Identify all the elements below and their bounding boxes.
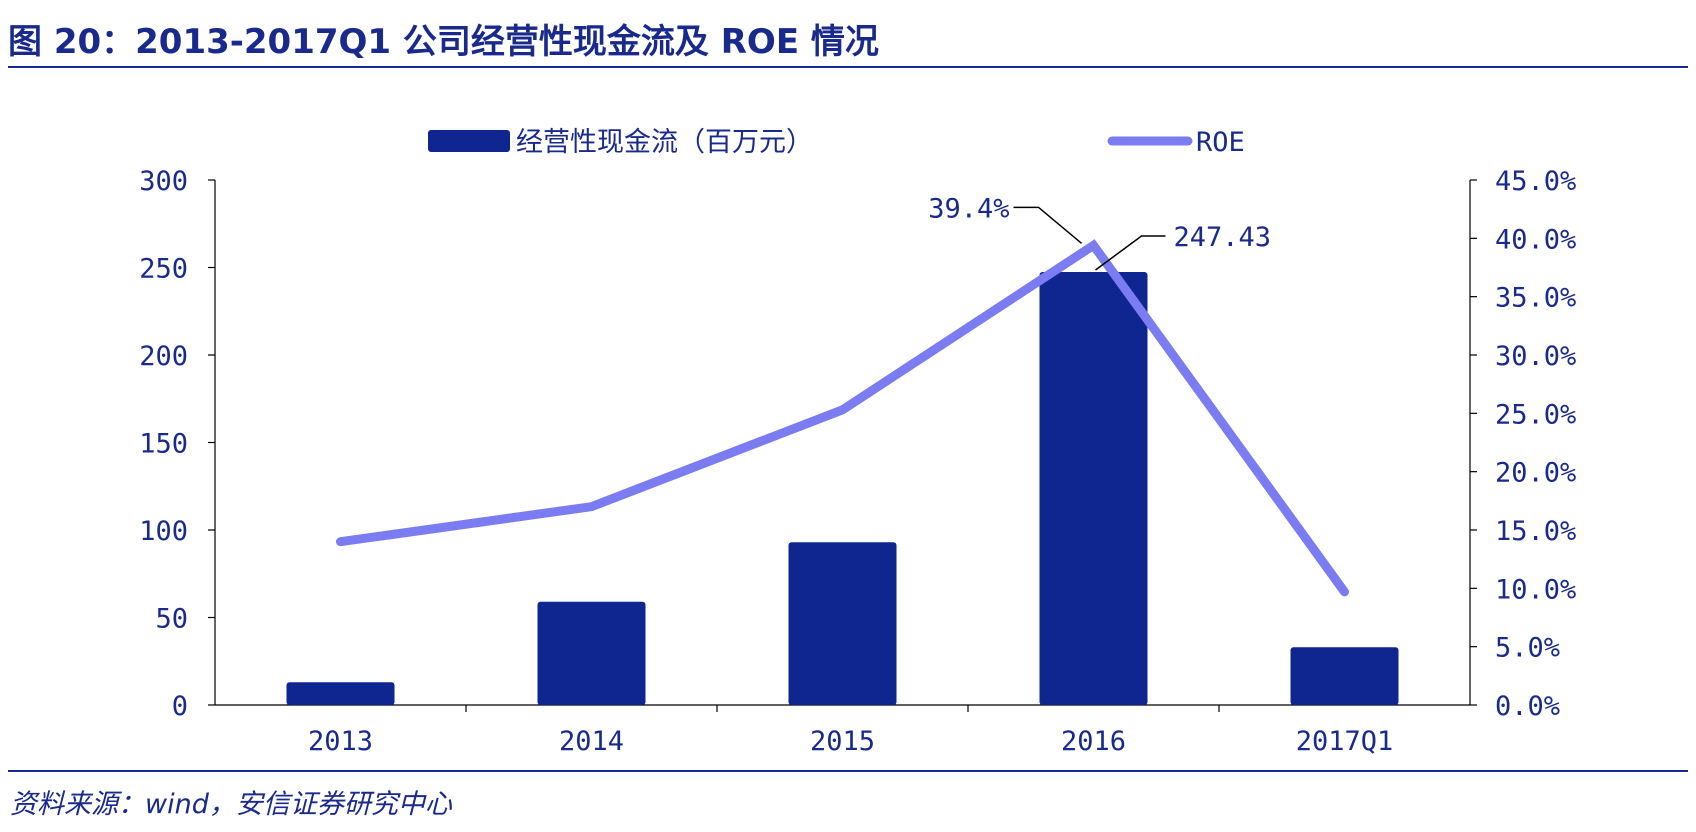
right-tick-label: 25.0% (1495, 399, 1576, 430)
roe-data-label: 39.4% (928, 193, 1009, 224)
x-tick-label: 2017Q1 (1296, 726, 1394, 757)
right-tick-label: 35.0% (1495, 283, 1576, 314)
roe-callout-leader (1013, 206, 1082, 244)
figure-title: 图 20：2013-2017Q1 公司经营性现金流及 ROE 情况 (8, 22, 879, 62)
right-tick-label: 0.0% (1495, 691, 1560, 722)
right-tick-label: 40.0% (1495, 224, 1576, 255)
left-tick-label: 250 (139, 254, 188, 285)
x-tick-label: 2014 (559, 726, 624, 757)
right-tick-label: 5.0% (1495, 633, 1560, 664)
bar (286, 682, 395, 705)
left-tick-label: 100 (139, 516, 188, 547)
right-axis: 0.0% 5.0% 10.0% 15.0% 20.0% 25.0% 30.0% 35.0% 40… (1469, 166, 1576, 722)
right-tick-label: 10.0% (1495, 574, 1576, 605)
left-tick-label: 300 (139, 166, 188, 197)
bar-series (286, 271, 1399, 705)
roe-line (336, 239, 1349, 597)
x-tick-label: 2015 (810, 726, 875, 757)
x-tick-label: 2013 (308, 726, 373, 757)
x-axis: 2013 2014 2015 2016 2017Q1 (215, 704, 1470, 757)
footer-divider (8, 770, 1688, 772)
left-axis: 0 50 100 150 200 250 300 (139, 166, 216, 722)
source-note: 资料来源：wind，安信证券研究中心 (10, 789, 452, 820)
bar-callout-leader (1095, 235, 1166, 271)
left-tick-label: 200 (139, 341, 188, 372)
bar (1290, 647, 1399, 705)
left-tick-label: 50 (155, 604, 188, 635)
bar (1039, 271, 1148, 705)
bar (788, 542, 897, 705)
right-tick-label: 30.0% (1495, 341, 1576, 372)
legend: 经营性现金流（百万元） ROE (428, 127, 1245, 158)
legend-bar-label: 经营性现金流（百万元） (516, 127, 813, 158)
legend-bar-swatch (428, 130, 510, 152)
annotations: 39.4% 247.43 (928, 193, 1272, 271)
legend-line-label: ROE (1196, 127, 1245, 158)
x-tick-label: 2016 (1061, 726, 1126, 757)
right-tick-label: 20.0% (1495, 458, 1576, 489)
line-series (336, 239, 1349, 597)
left-tick-label: 0 (172, 691, 188, 722)
left-tick-label: 150 (139, 429, 188, 460)
title-divider (8, 66, 1688, 68)
bar (537, 601, 646, 705)
right-tick-label: 15.0% (1495, 516, 1576, 547)
combo-chart: 经营性现金流（百万元） ROE 0 50 100 150 200 250 300 0.0% 5.… (139, 127, 1576, 757)
bar-data-label: 247.43 (1174, 222, 1272, 253)
right-tick-label: 45.0% (1495, 166, 1576, 197)
